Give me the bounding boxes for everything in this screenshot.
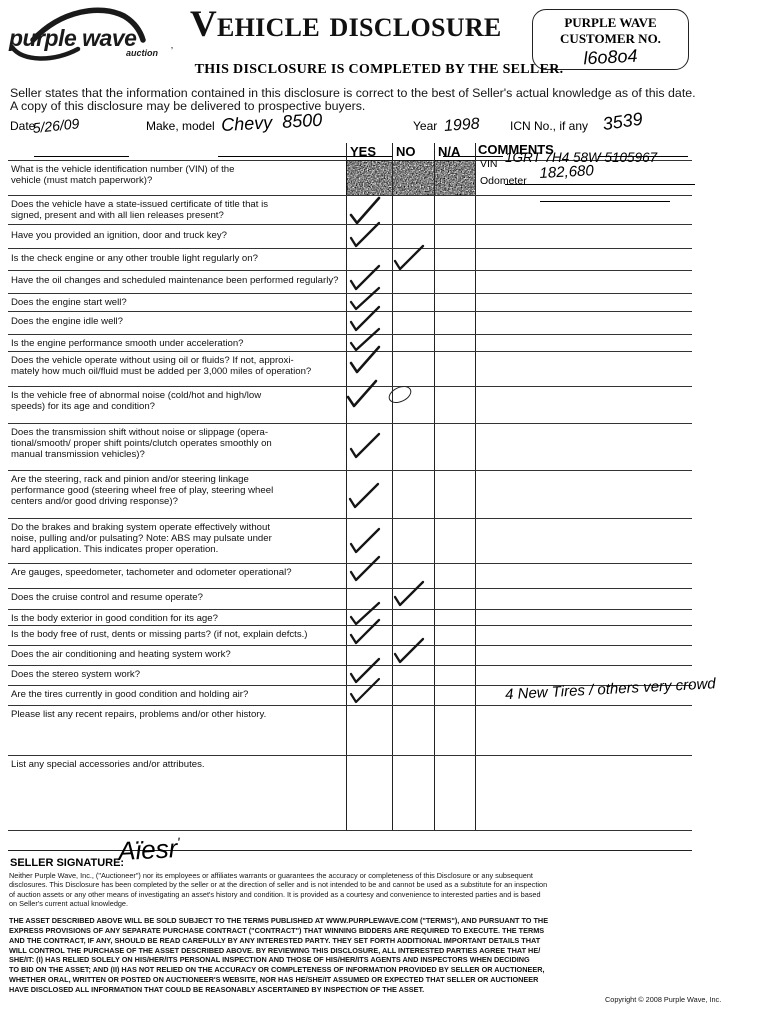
svg-text:purple wave: purple wave xyxy=(8,25,137,51)
svg-text:auction: auction xyxy=(126,48,159,58)
svg-text:’: ’ xyxy=(171,47,173,54)
